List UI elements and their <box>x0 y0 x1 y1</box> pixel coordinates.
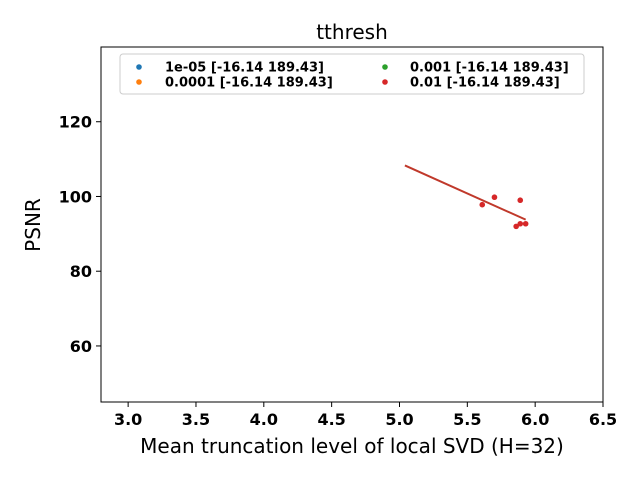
data-point <box>517 197 524 204</box>
x-tick-label: 3.0 <box>114 410 142 429</box>
legend-marker <box>136 79 142 85</box>
data-point <box>513 223 519 230</box>
y-tick-label: 60 <box>70 337 92 356</box>
legend-label: 0.01 [-16.14 189.43] <box>410 76 560 91</box>
data-point <box>479 201 486 208</box>
fit-line-series-3 <box>404 164 527 221</box>
legend-label: 1e-05 [-16.14 189.43] <box>165 61 324 76</box>
legend-marker <box>382 64 388 70</box>
x-tick-label: 4.0 <box>250 410 278 429</box>
x-tick-label: 5.0 <box>385 410 413 429</box>
x-tick-label: 4.5 <box>317 410 345 429</box>
x-tick-label: 6.5 <box>589 410 617 429</box>
plot-area <box>100 46 604 403</box>
y-tick-label: 120 <box>59 113 92 132</box>
y-axis-label: PSNR <box>21 198 45 252</box>
x-tick-label: 5.5 <box>453 410 481 429</box>
legend-label: 0.001 [-16.14 189.43] <box>410 61 569 76</box>
legend-label: 0.0001 [-16.14 189.43] <box>165 76 333 91</box>
data-point <box>491 194 498 201</box>
y-tick-label: 100 <box>59 187 92 206</box>
data-point <box>517 220 524 227</box>
chart-title: tthresh <box>316 20 388 44</box>
data-point <box>522 220 529 227</box>
x-tick-label: 6.0 <box>521 410 549 429</box>
legend-marker <box>382 79 388 85</box>
legend-box <box>119 53 585 95</box>
x-axis-label: Mean truncation level of local SVD (H=32… <box>140 434 564 458</box>
y-tick-label: 80 <box>70 262 92 281</box>
legend-marker <box>136 64 142 70</box>
x-tick-label: 3.5 <box>182 410 210 429</box>
